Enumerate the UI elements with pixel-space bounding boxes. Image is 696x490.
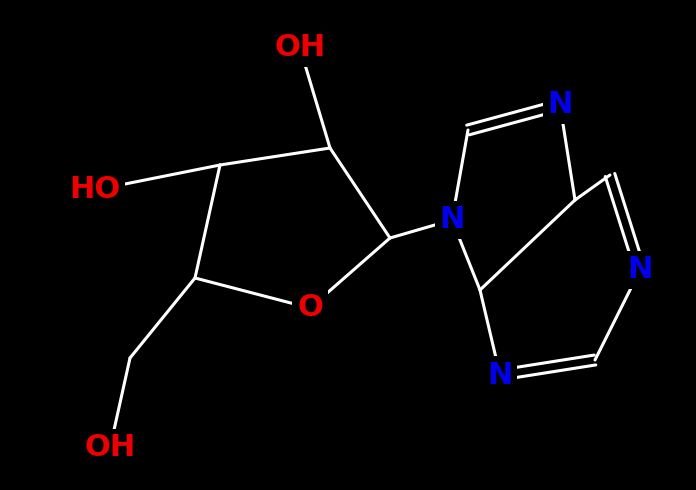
Text: HO: HO (70, 175, 120, 204)
Text: O: O (297, 294, 323, 322)
Text: OH: OH (274, 33, 326, 63)
Text: OH: OH (84, 434, 136, 463)
Text: N: N (487, 361, 513, 390)
Text: N: N (627, 255, 653, 285)
Text: N: N (439, 205, 465, 235)
Text: N: N (547, 91, 573, 120)
